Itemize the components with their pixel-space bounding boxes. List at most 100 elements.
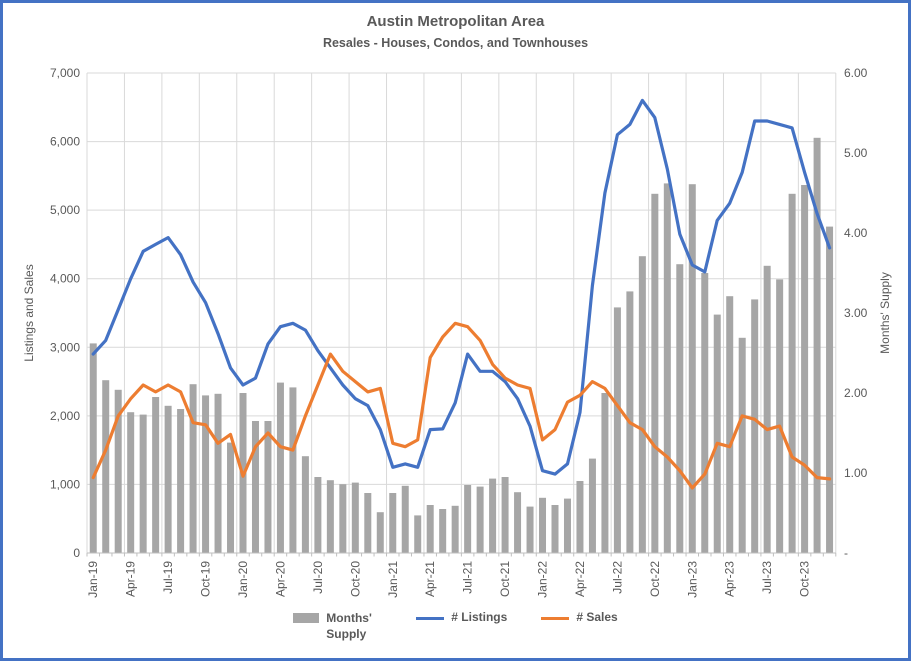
legend-label-months-supply: Months' Supply	[326, 611, 372, 642]
bar	[301, 456, 309, 553]
bar	[751, 299, 759, 553]
bar	[89, 343, 97, 553]
left-axis-tick-label: 6,000	[50, 135, 80, 149]
x-axis-ticks	[86, 553, 837, 557]
bar	[638, 256, 646, 553]
bar	[251, 421, 259, 553]
bar	[164, 405, 172, 553]
left-axis-labels: 0 1,000 2,000 3,000 4,000 5,000 6,000 7,000	[50, 66, 80, 560]
bar	[314, 477, 322, 553]
bar	[364, 493, 372, 553]
bar	[339, 484, 347, 553]
left-axis-tick-label: 3,000	[50, 340, 80, 354]
chart-plot-svg: 0 1,000 2,000 3,000 4,000 5,000 6,000 7,000 - 1.0…	[22, 66, 892, 598]
x-axis-tick-label: Apr-21	[423, 561, 437, 597]
bar	[152, 397, 160, 553]
x-axis-tick-label: Jul-23	[760, 561, 774, 594]
legend-item-months-supply: Months' Supply	[293, 610, 382, 642]
bar	[439, 509, 447, 553]
x-axis-tick-label: Jul-20	[311, 561, 325, 594]
sales-line-swatch-icon	[541, 616, 570, 620]
bar	[726, 296, 734, 553]
right-axis-tick-label: 3.00	[844, 306, 868, 320]
bar	[376, 512, 384, 553]
x-axis-tick-label: Oct-19	[199, 561, 213, 597]
chart-subtitle: Resales - Houses, Condos, and Townhouses	[322, 36, 589, 50]
bar	[464, 485, 472, 553]
gridlines	[86, 72, 837, 554]
sales-line	[91, 321, 832, 490]
right-axis-tick-label: 2.00	[844, 386, 868, 400]
bar	[114, 389, 122, 553]
left-axis-tick-label: 1,000	[50, 477, 80, 491]
bar	[676, 264, 684, 553]
x-axis-tick-label: Jan-19	[86, 561, 100, 598]
bar	[763, 265, 771, 553]
bar	[663, 183, 671, 553]
bar	[214, 393, 222, 553]
listings-line-swatch-icon	[416, 616, 445, 620]
x-axis-tick-label: Apr-20	[273, 561, 287, 597]
bar	[613, 307, 621, 553]
bar	[776, 279, 784, 553]
bar	[102, 380, 110, 553]
x-axis-tick-label: Oct-20	[348, 561, 362, 597]
legend-label-listings: # Listings	[451, 610, 508, 624]
bar	[738, 337, 746, 553]
bar	[688, 184, 696, 553]
x-axis-tick-label: Apr-23	[723, 561, 737, 597]
left-axis-tick-label: 5,000	[50, 203, 80, 217]
bar	[563, 498, 571, 553]
legend-item-sales: # Sales	[541, 610, 618, 624]
bar	[451, 505, 459, 553]
left-axis-tick-label: 7,000	[50, 66, 80, 80]
x-axis-labels: Jan-19 Apr-19 Jul-19 Oct-19 Jan-20 Apr-20 Jul-…	[86, 561, 811, 598]
bar	[426, 505, 434, 553]
bar	[551, 505, 559, 553]
x-axis-tick-label: Apr-22	[573, 561, 587, 597]
bar	[177, 409, 185, 553]
right-axis-title: Months' Supply	[878, 272, 892, 354]
x-axis-tick-label: Jan-23	[685, 561, 699, 598]
bar	[588, 458, 596, 553]
x-axis-tick-label: Jul-21	[461, 561, 475, 594]
bar	[526, 506, 534, 553]
months-supply-swatch-icon	[293, 613, 320, 623]
x-axis-tick-label: Oct-22	[648, 561, 662, 597]
x-axis-tick-label: Jul-22	[610, 561, 624, 594]
bar	[651, 193, 659, 554]
listings-line	[91, 98, 832, 476]
bar	[326, 480, 334, 553]
left-axis-title: Listings and Sales	[22, 264, 36, 361]
bar	[189, 384, 197, 553]
bar	[601, 393, 609, 553]
bar	[276, 382, 284, 553]
left-axis-tick-label: 2,000	[50, 409, 80, 423]
bar	[788, 193, 796, 554]
x-axis-tick-label: Jan-20	[236, 561, 250, 598]
legend-label-sales: # Sales	[576, 610, 618, 624]
bar	[701, 273, 709, 553]
right-axis-tick-label: 6.00	[844, 66, 868, 80]
x-axis-tick-label: Jan-22	[536, 561, 550, 598]
bar	[264, 421, 272, 553]
left-axis-tick-label: 0	[73, 546, 80, 560]
right-axis-tick-label: 5.00	[844, 146, 868, 160]
x-axis-tick-label: Oct-21	[498, 561, 512, 597]
legend-item-listings: # Listings	[416, 610, 507, 624]
bar	[713, 314, 721, 553]
chart-title: Austin Metropolitan Area	[366, 13, 545, 30]
right-axis-tick-label: 1.00	[844, 466, 868, 480]
bar	[414, 515, 422, 553]
bar	[476, 486, 484, 553]
bar	[501, 477, 509, 553]
bar	[139, 414, 147, 553]
x-axis-tick-label: Apr-19	[124, 561, 138, 597]
bar	[514, 492, 522, 553]
x-axis-tick-label: Jul-19	[161, 561, 175, 594]
right-axis-tick-label: 4.00	[844, 226, 868, 240]
bar	[389, 493, 397, 553]
bar	[289, 387, 297, 553]
bar	[227, 442, 235, 553]
